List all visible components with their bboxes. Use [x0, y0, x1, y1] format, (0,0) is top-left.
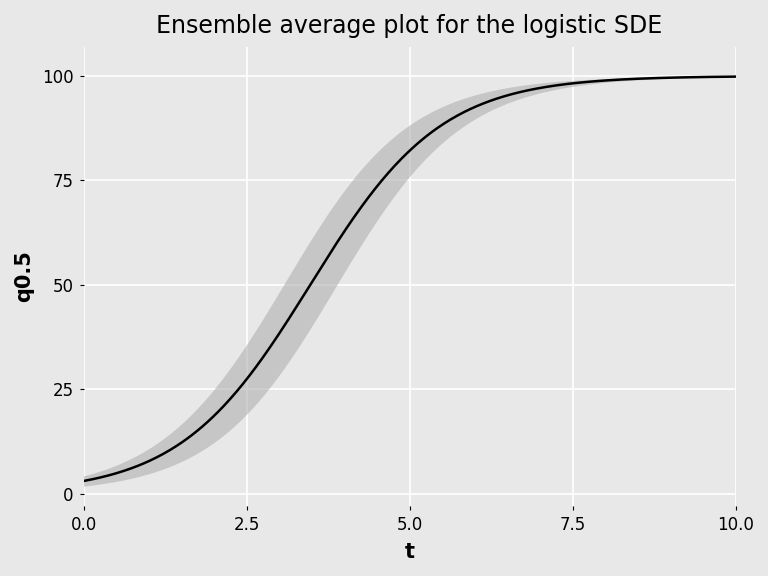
Y-axis label: q0.5: q0.5 — [14, 251, 34, 302]
Title: Ensemble average plot for the logistic SDE: Ensemble average plot for the logistic S… — [157, 14, 663, 38]
X-axis label: t: t — [405, 542, 415, 562]
